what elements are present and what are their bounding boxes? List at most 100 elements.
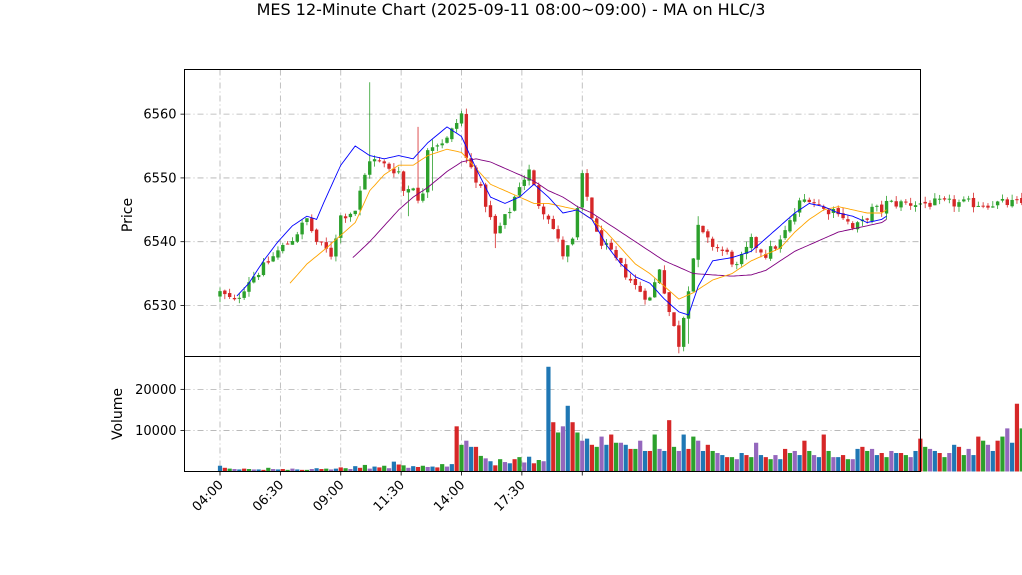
price-y-axis: 6530 6540 6550 6560 [143,108,185,314]
volume-bar [628,448,633,472]
volume-bars [217,366,1022,472]
volume-bar [338,467,343,472]
volume-bar [903,455,908,472]
volume-bar [705,444,710,472]
volume-bar [522,462,527,472]
candle-body [778,239,782,249]
volume-bar [956,446,962,472]
volume-bar [1019,428,1022,472]
candle-body [691,258,696,292]
volume-bar [488,461,493,472]
volume-bar [995,440,1000,472]
volume-bar [242,468,247,472]
candle-body [686,291,691,319]
candle-body [696,224,700,260]
candle-body [512,196,517,211]
volume-bar [908,457,913,472]
volume-bar [821,434,826,472]
volume-bar [860,446,865,472]
volume-bar [464,440,469,472]
volume-bar [898,453,904,472]
candle-body [295,234,299,242]
candle-body [681,317,686,347]
volume-bar [981,440,986,472]
candle-body [662,270,667,294]
chart-title: MES 12-Minute Chart (2025-09-11 08:00~09… [256,0,766,19]
volume-bar [425,466,430,472]
volume-bar [367,468,372,472]
candle-body [942,198,947,200]
volume-bar [725,457,730,472]
candle-body [928,202,932,207]
candle-body [546,215,551,220]
candle-body [904,201,908,203]
candle-body [889,200,894,202]
candle-body [807,199,811,203]
candle-body [532,170,536,185]
candle-body [247,282,251,292]
candle-body [962,199,966,202]
volume-bar [580,440,585,472]
volume-bar [290,468,295,472]
candle-body [227,293,232,297]
volume-bar [913,450,918,472]
candle-body [633,278,638,286]
volume-bar [845,459,850,472]
volume-bar [531,463,537,472]
candle-body [561,239,565,257]
volume-bar [604,444,609,472]
candle-body [817,204,821,206]
volume-bar [295,469,300,472]
volume-bar [261,469,266,472]
candle-body [981,205,985,207]
candle-body [923,201,927,204]
volume-axis-label: Volume [110,388,126,440]
candle-body [749,236,753,249]
x-tick-label: 06:30 [250,478,287,515]
volume-bar [589,444,595,472]
candle-body [474,167,478,183]
volume-bar [613,442,619,472]
candle-body [537,185,541,207]
candle-body [406,189,411,193]
candle-body [551,218,555,229]
candle-body [590,197,594,219]
volume-bar [454,426,459,472]
candle-body [585,173,589,197]
candle-body [319,241,324,243]
candle-body [648,297,652,301]
volume-bar [831,457,836,472]
volume-bar [807,450,812,472]
volume-y-axis: 10000 20000 [135,383,185,439]
candle-body [570,238,575,245]
candle-body [454,123,459,129]
x-tick-label: 04:00 [190,478,227,515]
volume-bar [584,438,590,472]
volume-bar [836,457,841,472]
volume-bar [565,405,570,472]
candle-body [479,184,483,186]
candle-body [387,163,391,169]
candle-body [759,249,763,253]
volume-bar [952,444,957,472]
candle-body [556,229,560,239]
volume-bar [372,466,377,472]
volume-bar [1014,403,1020,472]
volume-bar [763,457,768,472]
candle-body [884,200,889,214]
x-axis: 04:00 06:30 09:00 11:30 14:00 17:30 [190,471,583,515]
candle-body [933,198,937,206]
moving-average-lines [236,126,887,316]
candle-body [1010,199,1014,207]
volume-bar [541,461,546,472]
candle-body [266,261,270,263]
volume-bar [599,436,604,472]
volume-bar [357,467,363,472]
candle-body [739,253,744,265]
candle-body [392,168,396,174]
candle-body [541,206,546,215]
candle-body [609,242,613,250]
candle-body [459,113,464,124]
candle-body [826,209,831,215]
volume-bar [773,455,778,472]
